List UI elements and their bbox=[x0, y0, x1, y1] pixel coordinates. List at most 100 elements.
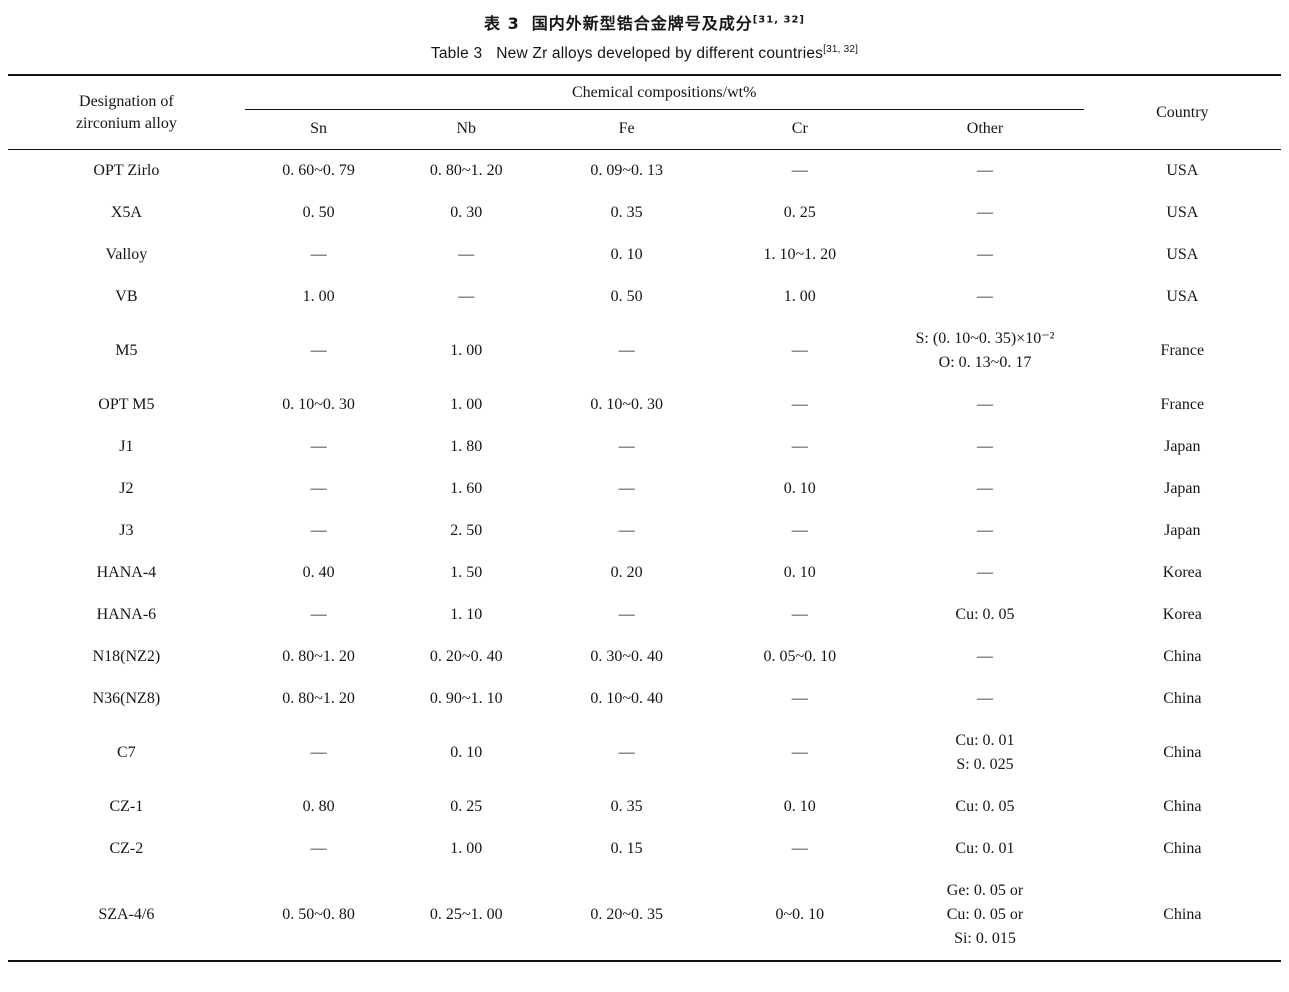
cr-cell: 0. 10 bbox=[783, 480, 816, 497]
header-row-group: Designation of zirconium alloy Chemical … bbox=[8, 75, 1281, 132]
other-cell: — bbox=[886, 678, 1083, 720]
country-cell: China bbox=[1163, 798, 1202, 815]
nb-cell: — bbox=[458, 246, 475, 263]
sn-cell: 1. 00 bbox=[302, 288, 335, 305]
header-designation-line2: zirconium alloy bbox=[75, 114, 177, 132]
fe-cell: — bbox=[618, 480, 635, 497]
fe-cell: 0. 35 bbox=[610, 204, 643, 221]
table-title-english-text: New Zr alloys developed by different cou… bbox=[496, 45, 824, 62]
fe-cell: 0. 20~0. 35 bbox=[590, 906, 663, 923]
nb-cell: 0. 80~1. 20 bbox=[429, 162, 503, 179]
nb-cell: 0. 25~1. 00 bbox=[429, 906, 503, 923]
fe-cell: — bbox=[618, 438, 635, 455]
nb-cell: 0. 90~1. 10 bbox=[429, 690, 503, 707]
table-row: Valloy — — 0. 10 1. 10~1. 20 — USA bbox=[8, 234, 1281, 276]
header-designation-line1: Designation of bbox=[79, 92, 174, 110]
sn-cell: 0. 50~0. 80 bbox=[282, 906, 355, 923]
table-row: J1 — 1. 80 — — — Japan bbox=[8, 426, 1281, 468]
other-cell-line: — bbox=[976, 246, 993, 263]
fe-cell: 0. 20 bbox=[610, 564, 643, 581]
cr-cell: — bbox=[791, 396, 808, 413]
citation-ref-english: [31, 32] bbox=[823, 43, 859, 55]
sn-cell: — bbox=[310, 744, 327, 761]
table-header: Designation of zirconium alloy Chemical … bbox=[8, 75, 1281, 150]
fe-cell: — bbox=[618, 522, 635, 539]
other-cell: Cu: 0. 01 bbox=[886, 828, 1083, 870]
nb-cell: — bbox=[458, 288, 475, 305]
other-cell-line: Cu: 0. 05 bbox=[955, 606, 1015, 623]
fe-cell: 0. 10~0. 30 bbox=[590, 396, 663, 413]
nb-cell: 1. 00 bbox=[450, 342, 483, 359]
designation-cell: J1 bbox=[119, 438, 134, 455]
designation-cell: CZ-2 bbox=[109, 840, 144, 857]
fe-cell: — bbox=[618, 606, 635, 623]
nb-cell: 1. 60 bbox=[450, 480, 483, 497]
cr-cell: 1. 00 bbox=[783, 288, 816, 305]
country-cell: USA bbox=[1166, 162, 1199, 179]
other-cell-line: O: 0. 13~0. 17 bbox=[938, 354, 1032, 371]
sn-cell: 0. 50 bbox=[302, 204, 335, 221]
nb-cell: 1. 50 bbox=[450, 564, 483, 581]
country-cell: Japan bbox=[1164, 480, 1201, 497]
designation-cell: OPT Zirlo bbox=[93, 162, 160, 179]
sn-cell: 0. 80~1. 20 bbox=[282, 690, 355, 707]
nb-cell: 1. 00 bbox=[450, 840, 483, 857]
designation-cell: Valloy bbox=[105, 246, 148, 263]
sn-cell: 0. 40 bbox=[302, 564, 335, 581]
sn-cell: — bbox=[310, 522, 327, 539]
cr-cell: 1. 10~1. 20 bbox=[763, 246, 837, 263]
header-country: Country bbox=[1156, 103, 1209, 121]
other-cell: — bbox=[886, 384, 1083, 426]
other-cell: — bbox=[886, 636, 1083, 678]
fe-cell: 0. 30~0. 40 bbox=[590, 648, 663, 665]
sn-cell: — bbox=[310, 606, 327, 623]
fe-cell: — bbox=[618, 342, 635, 359]
sn-cell: — bbox=[310, 480, 327, 497]
other-cell-line: Si: 0. 015 bbox=[954, 930, 1016, 947]
designation-cell: HANA-6 bbox=[96, 606, 157, 623]
country-cell: China bbox=[1163, 690, 1202, 707]
header-fe: Fe bbox=[618, 120, 635, 137]
table-row: OPT Zirlo 0. 60~0. 79 0. 80~1. 20 0. 09~0. … bbox=[8, 150, 1281, 193]
table-row: J2 — 1. 60 — 0. 10 — Japan bbox=[8, 468, 1281, 510]
cr-cell: 0. 05~0. 10 bbox=[763, 648, 837, 665]
cr-cell: 0. 10 bbox=[783, 564, 816, 581]
designation-cell: OPT M5 bbox=[98, 396, 155, 413]
nb-cell: 1. 00 bbox=[450, 396, 483, 413]
nb-cell: 1. 80 bbox=[450, 438, 483, 455]
country-cell: Korea bbox=[1162, 606, 1202, 623]
other-cell-line: S: 0. 025 bbox=[956, 756, 1014, 773]
other-cell-line: Ge: 0. 05 or bbox=[946, 882, 1024, 899]
other-cell-line: — bbox=[976, 648, 993, 665]
table-title-chinese: 表 3 国内外新型锆合金牌号及成分[31, 32] bbox=[8, 6, 1281, 34]
country-cell: China bbox=[1163, 840, 1202, 857]
other-cell: Ge: 0. 05 or Cu: 0. 05 or Si: 0. 015 bbox=[886, 870, 1083, 961]
designation-cell: SZA-4/6 bbox=[98, 906, 155, 923]
nb-cell: 2. 50 bbox=[450, 522, 483, 539]
designation-cell: C7 bbox=[117, 744, 136, 761]
designation-cell: N18(NZ2) bbox=[92, 648, 161, 665]
other-cell-line: — bbox=[976, 522, 993, 539]
table-row: HANA-6 — 1. 10 — — Cu: 0. 05 Korea bbox=[8, 594, 1281, 636]
other-cell: — bbox=[886, 468, 1083, 510]
sn-cell: — bbox=[310, 438, 327, 455]
cr-cell: — bbox=[791, 438, 808, 455]
designation-cell: CZ-1 bbox=[109, 798, 144, 815]
country-cell: USA bbox=[1166, 288, 1199, 305]
designation-cell: J3 bbox=[119, 522, 134, 539]
other-cell-line: S: (0. 10~0. 35)×10⁻² bbox=[915, 330, 1055, 347]
table-row: N18(NZ2) 0. 80~1. 20 0. 20~0. 40 0. 30~0. 4… bbox=[8, 636, 1281, 678]
cr-cell: — bbox=[791, 342, 808, 359]
cr-cell: — bbox=[791, 162, 808, 179]
other-cell-line: Cu: 0. 05 bbox=[955, 798, 1015, 815]
country-cell: Japan bbox=[1164, 522, 1201, 539]
sn-cell: — bbox=[310, 246, 327, 263]
header-other: Other bbox=[966, 120, 1004, 137]
designation-cell: M5 bbox=[115, 342, 138, 359]
other-cell-line: — bbox=[976, 396, 993, 413]
other-cell: — bbox=[886, 192, 1083, 234]
other-cell: Cu: 0. 05 bbox=[886, 594, 1083, 636]
sn-cell: 0. 80 bbox=[302, 798, 335, 815]
designation-cell: X5A bbox=[110, 204, 142, 221]
table-row: N36(NZ8) 0. 80~1. 20 0. 90~1. 10 0. 10~0. 4… bbox=[8, 678, 1281, 720]
